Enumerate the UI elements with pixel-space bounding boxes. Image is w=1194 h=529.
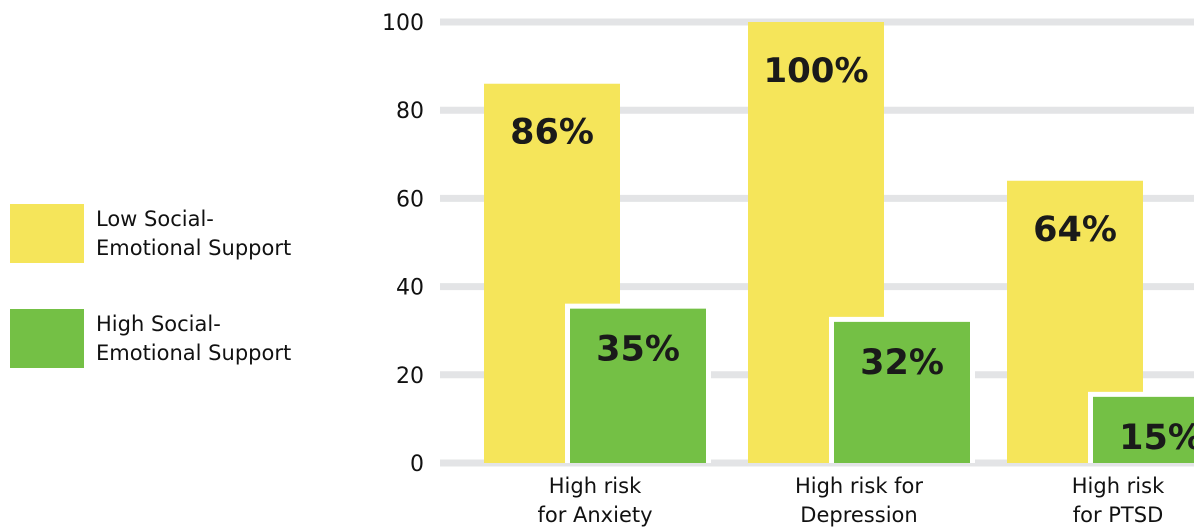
- legend-label-line: Emotional Support: [96, 341, 292, 365]
- bar-high-support: [1093, 396, 1194, 463]
- legend-label-line: Low Social-: [96, 207, 214, 231]
- x-category-label: for Anxiety: [537, 503, 652, 527]
- x-category-label: High risk: [1072, 474, 1165, 498]
- data-label: 35%: [596, 330, 680, 370]
- bars: 86% 100% 64% 35% 32% 15%: [484, 22, 1194, 464]
- legend-swatch-low-support: [10, 204, 84, 263]
- y-tick-label: 100: [382, 11, 424, 36]
- x-category-label: for PTSD: [1073, 503, 1164, 527]
- legend-swatch-high-support: [10, 309, 84, 368]
- y-tick-label: 0: [410, 452, 424, 477]
- legend-label-low-support: Low Social- Emotional Support: [96, 205, 336, 263]
- x-category-label: High risk: [549, 474, 642, 498]
- bar-high-support: [570, 308, 706, 463]
- y-axis-ticks: 0 20 40 60 80 100: [382, 11, 424, 477]
- data-label: 86%: [510, 113, 594, 153]
- y-tick-label: 20: [396, 364, 424, 389]
- data-label: 64%: [1033, 210, 1117, 250]
- y-tick-label: 80: [396, 99, 424, 124]
- y-tick-label: 40: [396, 276, 424, 301]
- legend-label-line: High Social-: [96, 312, 221, 336]
- data-label: 100%: [763, 51, 868, 91]
- y-tick-label: 60: [396, 187, 424, 212]
- data-label: 15%: [1119, 418, 1194, 458]
- x-category-label: High risk for: [795, 474, 923, 498]
- x-category-label: Depression: [800, 503, 917, 527]
- x-axis-categories: High risk for Anxiety High risk for Depress…: [537, 474, 1165, 527]
- legend-label-high-support: High Social- Emotional Support: [96, 310, 336, 368]
- data-label: 32%: [860, 343, 944, 383]
- legend-label-line: Emotional Support: [96, 236, 292, 260]
- bar-high-support: [834, 321, 970, 463]
